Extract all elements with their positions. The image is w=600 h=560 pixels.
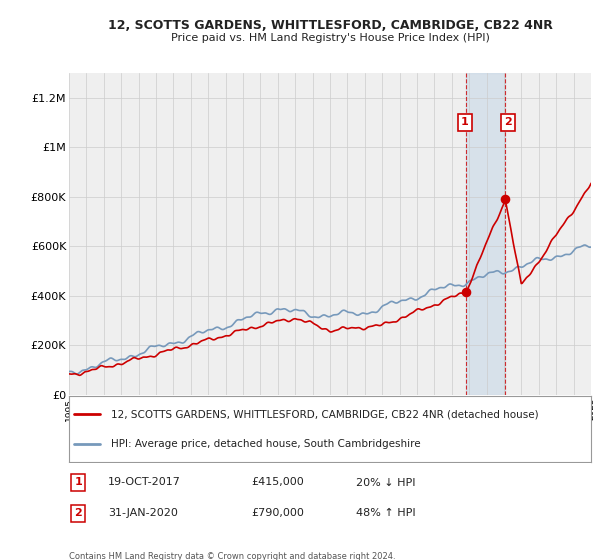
Bar: [466, 73, 505, 395]
Text: Price paid vs. HM Land Registry's House Price Index (HPI): Price paid vs. HM Land Registry's House …: [170, 33, 490, 43]
Text: 2: 2: [74, 508, 82, 519]
Point: [500, 195, 510, 204]
Text: 48% ↑ HPI: 48% ↑ HPI: [356, 508, 416, 519]
Text: HPI: Average price, detached house, South Cambridgeshire: HPI: Average price, detached house, Sout…: [111, 439, 421, 449]
Text: 31-JAN-2020: 31-JAN-2020: [108, 508, 178, 519]
Text: £790,000: £790,000: [252, 508, 305, 519]
Text: 12, SCOTTS GARDENS, WHITTLESFORD, CAMBRIDGE, CB22 4NR (detached house): 12, SCOTTS GARDENS, WHITTLESFORD, CAMBRI…: [111, 409, 538, 419]
Text: 20% ↓ HPI: 20% ↓ HPI: [356, 478, 416, 488]
Text: Contains HM Land Registry data © Crown copyright and database right 2024.
This d: Contains HM Land Registry data © Crown c…: [69, 552, 395, 560]
Text: 2: 2: [504, 118, 512, 127]
Point: [461, 287, 470, 296]
Text: 1: 1: [461, 118, 469, 127]
Text: 1: 1: [74, 478, 82, 488]
Text: 19-OCT-2017: 19-OCT-2017: [108, 478, 181, 488]
Text: £415,000: £415,000: [252, 478, 304, 488]
Text: 12, SCOTTS GARDENS, WHITTLESFORD, CAMBRIDGE, CB22 4NR: 12, SCOTTS GARDENS, WHITTLESFORD, CAMBRI…: [107, 18, 553, 32]
